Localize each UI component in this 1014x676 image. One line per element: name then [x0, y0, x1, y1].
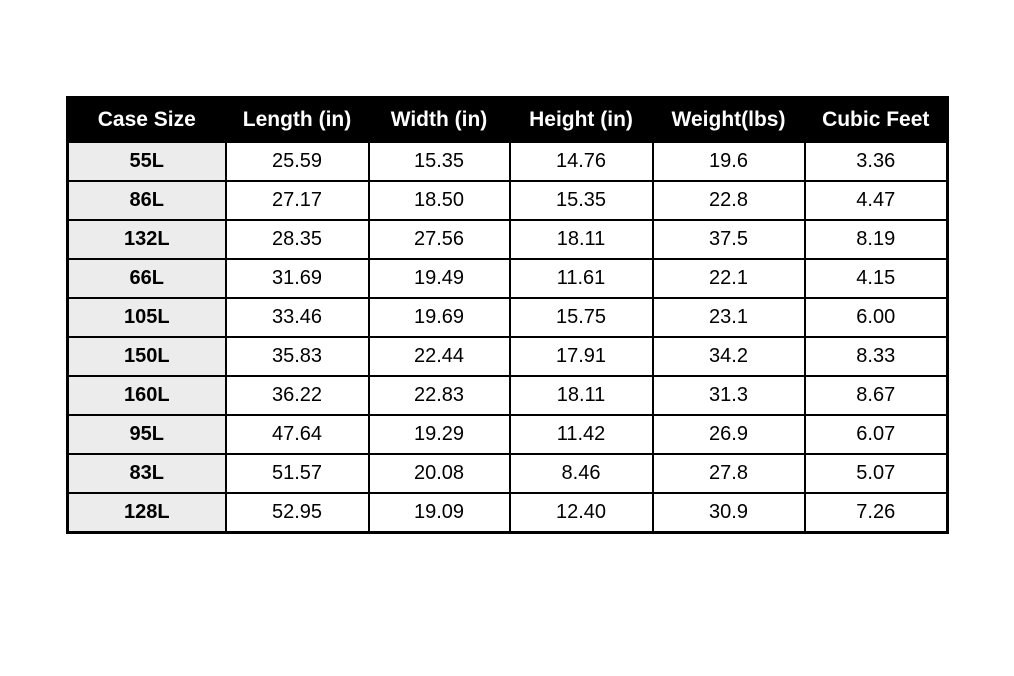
- table-cell: 17.91: [508, 336, 654, 377]
- table-cell: 19.6: [651, 141, 806, 182]
- table-cell: 52.95: [224, 492, 370, 533]
- row-header-cell: 66L: [66, 258, 227, 299]
- table-cell: 34.2: [651, 336, 806, 377]
- header-cell: Weight(lbs): [651, 96, 806, 143]
- table-row: 105L 33.46 19.69 15.75 23.1 6.00: [66, 297, 949, 338]
- row-header-cell: 132L: [66, 219, 227, 260]
- header-cell: Width (in): [367, 96, 511, 143]
- table-cell: 33.46: [224, 297, 370, 338]
- case-size-spec-table: Case Size Length (in) Width (in) Height (in…: [66, 96, 949, 534]
- table-cell: 15.75: [508, 297, 654, 338]
- table-cell: 47.64: [224, 414, 370, 455]
- table-row: 55L 25.59 15.35 14.76 19.6 3.36: [66, 141, 949, 182]
- row-header-cell: 83L: [66, 453, 227, 494]
- table-cell: 22.44: [367, 336, 511, 377]
- table-cell: 30.9: [651, 492, 806, 533]
- table-cell: 27.17: [224, 180, 370, 221]
- table-cell: 6.07: [803, 414, 949, 455]
- row-header-cell: 160L: [66, 375, 227, 416]
- table-row: 83L 51.57 20.08 8.46 27.8 5.07: [66, 453, 949, 494]
- table-cell: 11.61: [508, 258, 654, 299]
- header-cell: Length (in): [224, 96, 370, 143]
- table-cell: 8.67: [803, 375, 949, 416]
- table-cell: 22.8: [651, 180, 806, 221]
- row-header-cell: 128L: [66, 492, 227, 533]
- table-cell: 19.09: [367, 492, 511, 533]
- table-row: 66L 31.69 19.49 11.61 22.1 4.15: [66, 258, 949, 299]
- table-cell: 18.11: [508, 219, 654, 260]
- row-header-cell: 55L: [66, 141, 227, 182]
- row-header-cell: 150L: [66, 336, 227, 377]
- row-header-cell: 95L: [66, 414, 227, 455]
- header-row: Case Size Length (in) Width (in) Height (in…: [66, 96, 949, 143]
- table-cell: 5.07: [803, 453, 949, 494]
- table-cell: 19.69: [367, 297, 511, 338]
- table-cell: 19.29: [367, 414, 511, 455]
- header-cell: Case Size: [66, 96, 227, 143]
- table-row: 95L 47.64 19.29 11.42 26.9 6.07: [66, 414, 949, 455]
- table-cell: 14.76: [508, 141, 654, 182]
- table-row: 160L 36.22 22.83 18.11 31.3 8.67: [66, 375, 949, 416]
- table-cell: 31.3: [651, 375, 806, 416]
- table-cell: 15.35: [508, 180, 654, 221]
- table-row: 128L 52.95 19.09 12.40 30.9 7.26: [66, 492, 949, 533]
- table-cell: 15.35: [367, 141, 511, 182]
- table-cell: 6.00: [803, 297, 949, 338]
- table-cell: 8.46: [508, 453, 654, 494]
- case-size-table-wrap: Case Size Length (in) Width (in) Height (in…: [66, 96, 949, 534]
- table-row: 86L 27.17 18.50 15.35 22.8 4.47: [66, 180, 949, 221]
- table-cell: 8.19: [803, 219, 949, 260]
- table-cell: 37.5: [651, 219, 806, 260]
- table-cell: 4.47: [803, 180, 949, 221]
- table-cell: 31.69: [224, 258, 370, 299]
- table-cell: 36.22: [224, 375, 370, 416]
- table-row: 150L 35.83 22.44 17.91 34.2 8.33: [66, 336, 949, 377]
- table-cell: 7.26: [803, 492, 949, 533]
- table-cell: 27.8: [651, 453, 806, 494]
- table-header: Case Size Length (in) Width (in) Height (in…: [66, 96, 949, 143]
- table-cell: 22.83: [367, 375, 511, 416]
- header-cell: Cubic Feet: [803, 96, 949, 143]
- table-cell: 18.50: [367, 180, 511, 221]
- table-cell: 22.1: [651, 258, 806, 299]
- table-cell: 27.56: [367, 219, 511, 260]
- table-cell: 19.49: [367, 258, 511, 299]
- row-header-cell: 86L: [66, 180, 227, 221]
- table-cell: 18.11: [508, 375, 654, 416]
- table-cell: 12.40: [508, 492, 654, 533]
- table-cell: 11.42: [508, 414, 654, 455]
- table-cell: 26.9: [651, 414, 806, 455]
- table-cell: 4.15: [803, 258, 949, 299]
- row-header-cell: 105L: [66, 297, 227, 338]
- table-cell: 23.1: [651, 297, 806, 338]
- table-cell: 20.08: [367, 453, 511, 494]
- table-cell: 28.35: [224, 219, 370, 260]
- header-cell: Height (in): [508, 96, 654, 143]
- table-cell: 35.83: [224, 336, 370, 377]
- table-row: 132L 28.35 27.56 18.11 37.5 8.19: [66, 219, 949, 260]
- table-body: 55L 25.59 15.35 14.76 19.6 3.36 86L 27.17 18.50 1…: [66, 141, 949, 533]
- table-cell: 8.33: [803, 336, 949, 377]
- table-cell: 3.36: [803, 141, 949, 182]
- table-cell: 51.57: [224, 453, 370, 494]
- table-cell: 25.59: [224, 141, 370, 182]
